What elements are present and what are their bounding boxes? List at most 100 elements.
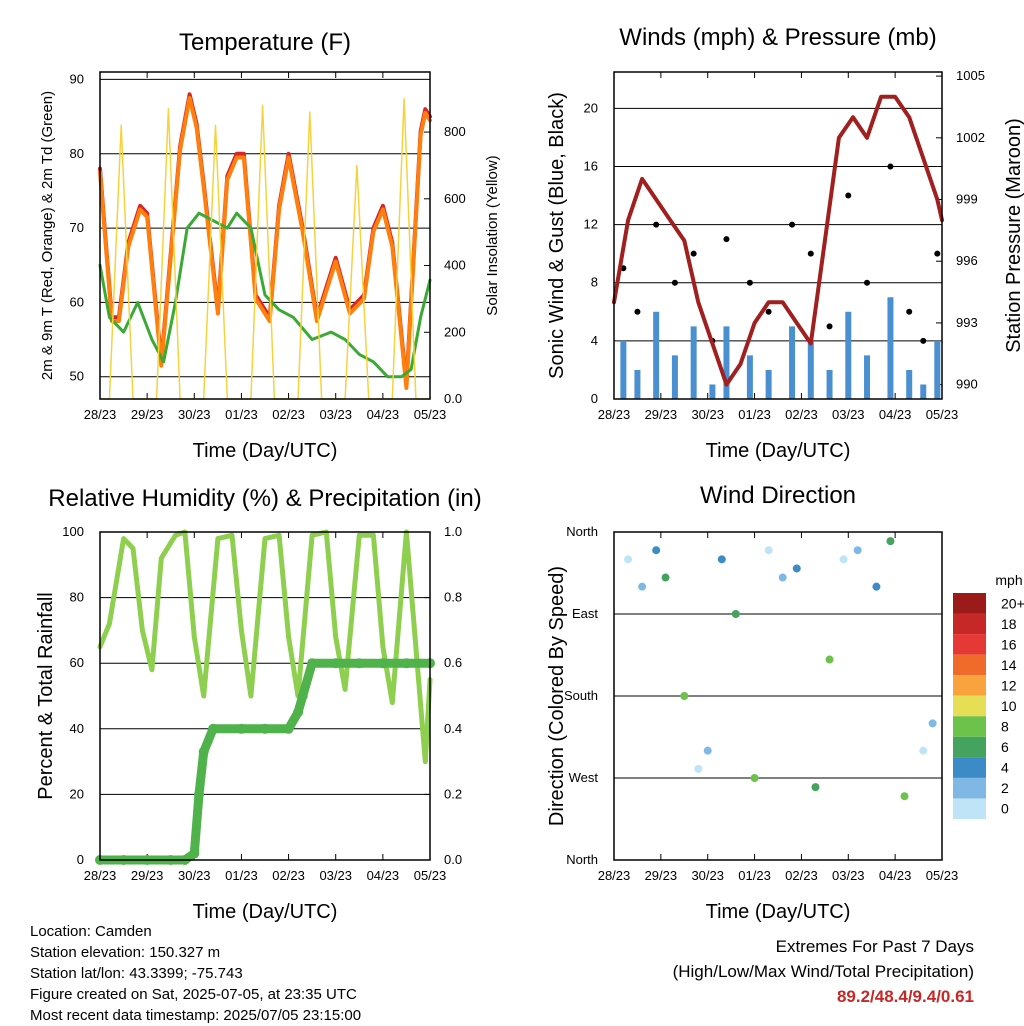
- colorbar-swatch: [953, 716, 986, 737]
- chart-title: Temperature (F): [179, 29, 351, 56]
- colorbar-label: 6: [1001, 739, 1009, 755]
- y2-tick-label: 993: [956, 315, 978, 330]
- colorbar-swatch: [953, 675, 986, 696]
- colorbar-label: 10: [1001, 698, 1017, 714]
- direction-point: [853, 546, 862, 555]
- x-tick-label: 05/23: [414, 407, 447, 422]
- plot-frame: [99, 531, 431, 861]
- y2-tick-label: 0.6: [444, 655, 462, 670]
- gust-point: [746, 279, 753, 286]
- precip-point: [307, 658, 318, 669]
- series-2m-td: [98, 211, 432, 379]
- precip-point: [189, 848, 200, 859]
- x-tick-label: 03/23: [832, 407, 865, 422]
- precip-point: [354, 658, 365, 669]
- direction-point: [717, 555, 726, 564]
- y2-tick-label: 1005: [956, 68, 985, 83]
- colorbar: mph 20+ 18 16 14 12 10 8 6 4 2 0: [953, 572, 1024, 819]
- station-info: Location: Camden Station elevation: 150.…: [30, 921, 361, 1026]
- created-text: Figure created on Sat, 2025-07-05, at 23…: [30, 986, 357, 1003]
- y-axis-label: Percent & Total Rainfall: [35, 592, 57, 800]
- recent-timestamp-text: Most recent data timestamp: 2025/07/05 2…: [30, 1007, 362, 1024]
- gust-point: [634, 308, 641, 315]
- x-tick-label: 30/23: [178, 407, 211, 422]
- location-text: Location: Camden: [30, 923, 152, 940]
- y2-tick-label: 1.0: [444, 524, 462, 539]
- colorbar-swatch: [953, 654, 986, 676]
- colorbar-swatch: [953, 634, 986, 655]
- x-axis-label: Time (Day/UTC): [193, 901, 338, 923]
- x-tick-label: 02/23: [785, 407, 818, 422]
- x-tick-label: 04/23: [367, 407, 400, 422]
- direction-point: [652, 546, 661, 555]
- direction-point: [900, 792, 909, 801]
- y-tick-label: West: [569, 770, 599, 785]
- x-tick-label: 28/23: [598, 868, 631, 883]
- extremes-subtitle: (High/Low/Max Wind/Total Precipitation): [672, 962, 974, 981]
- y-tick-label: 100: [62, 524, 84, 539]
- gust-point: [765, 308, 772, 315]
- x-tick-label: 05/23: [926, 868, 959, 883]
- y2-axis-label: Solar Insolation (Yellow): [484, 155, 501, 315]
- y2-tick-label: 800: [444, 124, 466, 139]
- colorbar-label: 12: [1001, 677, 1017, 693]
- precip-point: [401, 658, 412, 669]
- x-axis-label: Time (Day/UTC): [193, 440, 338, 462]
- x-tick-label: 03/23: [832, 868, 865, 883]
- gust-point: [887, 163, 894, 170]
- x-tick-label: 03/23: [319, 407, 352, 422]
- gust-point: [864, 279, 871, 286]
- y-axis-label: Sonic Wind & Gust (Blue, Black): [546, 92, 568, 379]
- gust-point: [723, 236, 730, 243]
- series-precip: [95, 658, 435, 865]
- y-tick-label: 90: [70, 71, 84, 86]
- series-pressure: [612, 94, 944, 387]
- direction-point: [731, 610, 740, 618]
- x-tick-label: 03/23: [319, 868, 352, 883]
- precip-point: [330, 658, 341, 669]
- chart-title: Wind Direction: [700, 482, 856, 509]
- y2-tick-label: 600: [444, 191, 466, 206]
- plot-frame: [613, 71, 943, 400]
- direction-point: [624, 555, 633, 564]
- direction-point: [919, 746, 928, 755]
- y-tick-label: 0: [77, 852, 84, 867]
- precip-point: [198, 746, 209, 757]
- colorbar-label: 18: [1001, 616, 1017, 632]
- x-tick-label: 29/23: [645, 868, 678, 883]
- colorbar-swatch: [953, 613, 986, 635]
- x-tick-label: 02/23: [785, 868, 818, 883]
- x-axis-label: Time (Day/UTC): [706, 440, 851, 462]
- y-tick-label: South: [564, 688, 598, 703]
- precip-point: [208, 723, 219, 734]
- y2-tick-label: 0.8: [444, 590, 462, 605]
- direction-point: [778, 573, 787, 582]
- panel-2: Winds (mph) & Pressure (mb) Time (Day/UTC…: [546, 24, 1024, 462]
- x-tick-label: 29/23: [645, 407, 678, 422]
- y2-tick-label: 996: [956, 253, 978, 268]
- colorbar-label: 2: [1001, 780, 1009, 796]
- precip-point: [297, 691, 308, 701]
- x-tick-label: 01/23: [738, 868, 771, 883]
- y2-tick-label: 200: [444, 324, 466, 339]
- elevation-text: Station elevation: 150.327 m: [30, 944, 221, 961]
- x-tick-label: 05/23: [414, 868, 447, 883]
- y2-tick-label: 990: [956, 377, 978, 392]
- y-tick-label: 70: [70, 220, 84, 235]
- colorbar-swatch: [953, 736, 986, 758]
- gust-point: [845, 192, 852, 199]
- y-tick-label: 40: [70, 721, 84, 736]
- y-axis-label: 2m & 9m T (Red, Orange) & 2m Td (Green): [39, 91, 56, 380]
- direction-point: [764, 546, 773, 555]
- x-tick-label: 30/23: [178, 868, 211, 883]
- panel-3: Relative Humidity (%) & Precipitation (i…: [35, 485, 482, 923]
- y2-tick-label: 999: [956, 192, 978, 207]
- gust-point: [826, 323, 833, 330]
- y-tick-label: 80: [70, 146, 84, 161]
- y2-tick-label: 400: [444, 258, 466, 273]
- x-tick-label: 29/23: [131, 868, 164, 883]
- latlon-text: Station lat/lon: 43.3399; -75.743: [30, 965, 243, 982]
- gust-point: [690, 250, 697, 257]
- colorbar-label: 0: [1001, 801, 1009, 817]
